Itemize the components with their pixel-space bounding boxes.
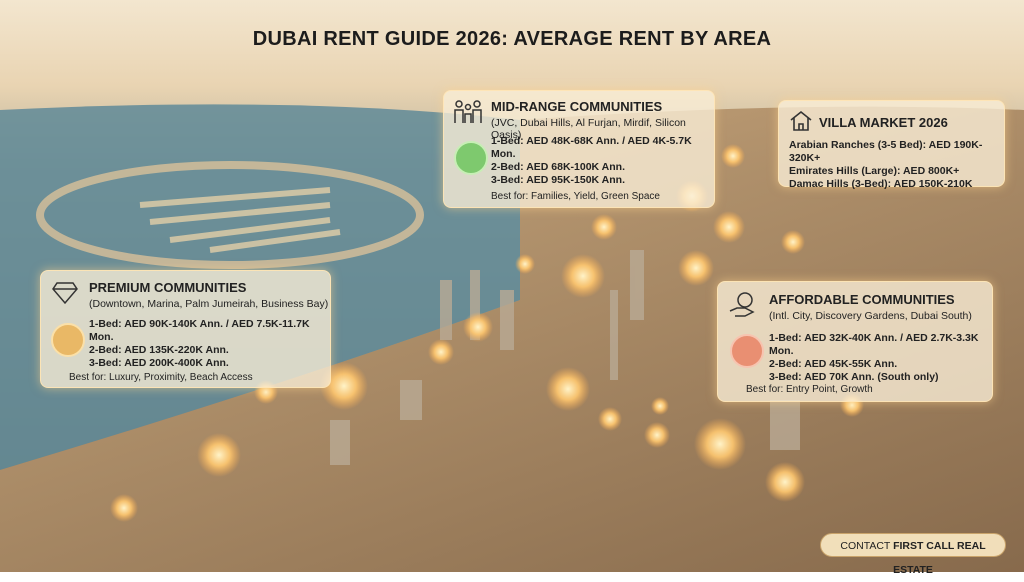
card-title: VILLA MARKET 2026 bbox=[819, 115, 948, 130]
cash-icon bbox=[730, 334, 764, 368]
rent-line: 3-Bed: AED 200K-400K Ann. bbox=[89, 357, 229, 369]
rent-line: 2-Bed: AED 68K-100K Ann. bbox=[491, 161, 625, 173]
card-title: MID-RANGE COMMUNITIES bbox=[491, 99, 663, 114]
hotel-icon bbox=[51, 323, 85, 357]
rent-line: 3-Bed: AED 70K Ann. (South only) bbox=[769, 371, 939, 383]
card-subtitle: (Intl. City, Discovery Gardens, Dubai So… bbox=[769, 310, 972, 322]
title: DUBAI RENT GUIDE 2026: AVERAGE RENT BY A… bbox=[252, 28, 772, 50]
house-icon bbox=[790, 110, 812, 131]
card: PREMIUM COMMUNITIES (Downtown, Marina, P… bbox=[40, 270, 331, 388]
card: VILLA MARKET 2026 Arabian Ranches (3-5 B… bbox=[778, 100, 1005, 190]
rent-line: 1-Bed: AED 90K-140K Ann. / AED 7.5K-11.7… bbox=[89, 318, 310, 343]
plant-icon bbox=[454, 141, 488, 175]
card-title: AFFORDABLE COMMUNITIES bbox=[769, 292, 955, 307]
rent-line: 3-Bed: AED 95K-150K Ann. bbox=[491, 174, 625, 186]
card-title: PREMIUM COMMUNITIES bbox=[89, 280, 247, 295]
card: MID-RANGE COMMUNITIES (JVC, Dubai Hills,… bbox=[443, 90, 715, 208]
rent-line: Emirates Hills (Large): AED 800K+ bbox=[789, 165, 960, 177]
card-subtitle: (Downtown, Marina, Palm Jumeirah, Busine… bbox=[89, 298, 329, 310]
card-footer: Best for: Luxury, Proximity, Beach Acces… bbox=[69, 372, 253, 383]
contact-badge[interactable]: CONTACT FIRST CALL REAL ESTATE bbox=[820, 533, 1006, 576]
rent-line: 1-Bed: AED 48K-68K Ann. / AED 4K-5.7K Mo… bbox=[491, 135, 692, 160]
rent-line: 1-Bed: AED 32K-40K Ann. / AED 2.7K-3.3K … bbox=[769, 332, 979, 357]
diamond-icon bbox=[52, 282, 78, 305]
card-subtitle: (JVC, Dubai Hills, Al Furjan, Mirdif, Si… bbox=[491, 117, 686, 141]
rent-line: 2-Bed: AED 135K-220K Ann. bbox=[89, 344, 229, 356]
family-icon bbox=[454, 100, 482, 123]
contact-prefix: CONTACT bbox=[840, 540, 891, 552]
card-footer: Best for: Entry Point, Growth bbox=[746, 384, 873, 395]
rent-line: Arabian Ranches (3-5 Bed): AED 190K-320K… bbox=[789, 139, 983, 164]
card-footer: Best for: Families, Yield, Green Space bbox=[491, 191, 660, 202]
rent-line: 2-Bed: AED 45K-55K Ann. bbox=[769, 358, 898, 370]
card: AFFORDABLE COMMUNITIES (Intl. City, Disc… bbox=[717, 281, 993, 402]
money-hand-icon bbox=[729, 292, 755, 317]
rent-line: Damac Hills (3-Bed): AED 150K-210K bbox=[789, 178, 973, 190]
